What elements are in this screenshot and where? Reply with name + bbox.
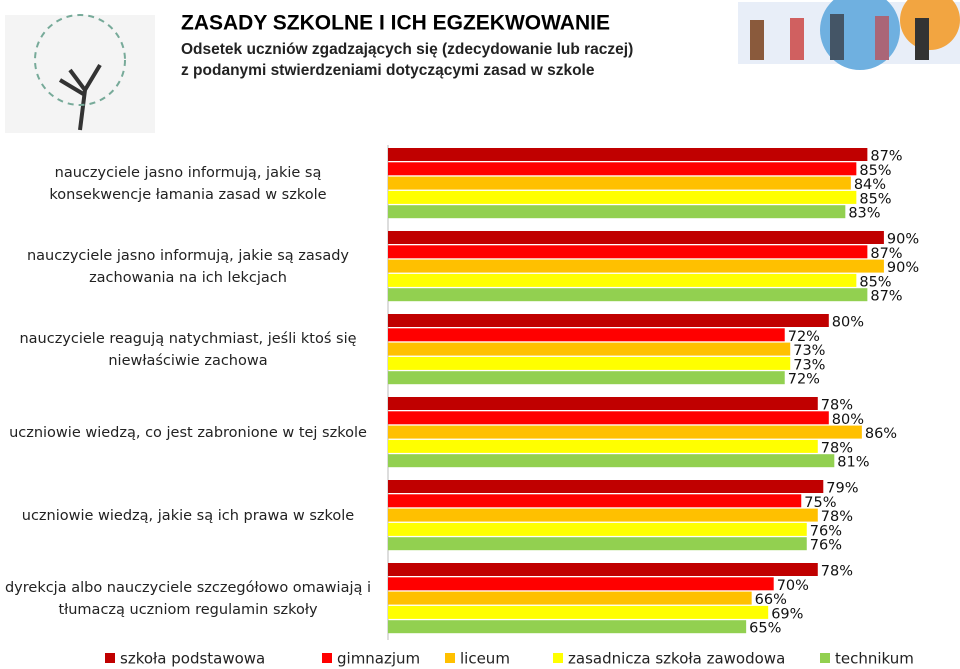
bar [388, 425, 862, 439]
data-label: 87% [870, 149, 902, 165]
data-label: 73% [793, 357, 825, 373]
data-label: 90% [887, 232, 919, 248]
bar [388, 356, 791, 370]
legend-label: gimnazjum [337, 650, 420, 668]
bar [388, 288, 868, 302]
category-label: nauczyciele jasno informują, jakie są za… [26, 247, 350, 286]
bar [388, 411, 829, 425]
bar [388, 494, 802, 508]
data-label: 90% [887, 260, 919, 276]
data-label: 79% [826, 481, 858, 497]
bar [388, 314, 829, 327]
data-label: 65% [749, 621, 781, 637]
data-label: 85% [859, 163, 891, 179]
data-label: 87% [870, 289, 902, 305]
legend-label: zasadnicza szkoła zawodowa [568, 650, 785, 668]
bar [388, 148, 868, 161]
data-label: 78% [821, 509, 853, 525]
bar [388, 245, 868, 259]
people-illustration [738, 0, 960, 70]
data-label: 78% [821, 440, 853, 456]
bar [388, 342, 791, 356]
bar [388, 176, 851, 190]
legend-swatch [105, 653, 115, 663]
bar [388, 454, 835, 468]
data-label: 70% [777, 578, 809, 594]
data-label: 80% [832, 412, 864, 428]
data-label: 72% [788, 372, 820, 388]
data-label: 73% [793, 343, 825, 359]
data-label: 78% [821, 398, 853, 414]
category-label: dyrekcja albo nauczyciele szczegółowo om… [4, 579, 372, 618]
data-label: 80% [832, 315, 864, 331]
bar [388, 522, 807, 536]
chart-subtitle: z podanymi stwierdzeniami dotyczącymi za… [181, 62, 595, 79]
bar [388, 563, 818, 576]
data-label: 66% [755, 592, 787, 608]
category-label: uczniowie wiedzą, jakie są ich prawa w s… [21, 507, 355, 524]
bar [388, 439, 818, 453]
bar [388, 162, 857, 176]
data-label: 85% [859, 191, 891, 207]
tree-illustration [5, 14, 155, 133]
bar [388, 231, 884, 244]
legend-swatch [322, 653, 332, 663]
data-label: 76% [810, 523, 842, 539]
bar [388, 508, 818, 522]
data-label: 72% [788, 329, 820, 345]
category-label: nauczyciele reagują natychmiast, jeśli k… [19, 330, 357, 369]
data-label: 78% [821, 564, 853, 580]
legend-label: technikum [835, 650, 914, 668]
bar [388, 190, 857, 204]
data-label: 87% [870, 246, 902, 262]
bar [388, 371, 785, 385]
chart-title: ZASADY SZKOLNE I ICH EGZEKWOWANIE [181, 12, 610, 35]
legend-swatch [820, 653, 830, 663]
data-label: 85% [859, 274, 891, 290]
data-label: 81% [837, 455, 869, 471]
bar [388, 328, 785, 342]
bar [388, 577, 774, 591]
bar [388, 620, 747, 634]
legend-swatch [445, 653, 455, 663]
bar [388, 480, 824, 493]
bar [388, 259, 884, 273]
legend-label: liceum [460, 650, 510, 668]
chart-subtitle: Odsetek uczniów zgadzających się (zdecyd… [181, 41, 633, 58]
data-label: 84% [854, 177, 886, 193]
data-label: 69% [771, 606, 803, 622]
data-label: 75% [804, 495, 836, 511]
bar [388, 397, 818, 410]
bar [388, 591, 752, 605]
category-label: nauczyciele jasno informują, jakie są ko… [49, 164, 327, 203]
bar [388, 205, 846, 219]
legend-label: szkoła podstawowa [120, 650, 265, 668]
bar [388, 605, 769, 619]
bar [388, 273, 857, 287]
data-label: 76% [810, 538, 842, 554]
category-label: uczniowie wiedzą, co jest zabronione w t… [9, 424, 367, 441]
data-label: 86% [865, 426, 897, 442]
data-label: 83% [848, 206, 880, 222]
legend-swatch [553, 653, 563, 663]
bar [388, 537, 807, 551]
